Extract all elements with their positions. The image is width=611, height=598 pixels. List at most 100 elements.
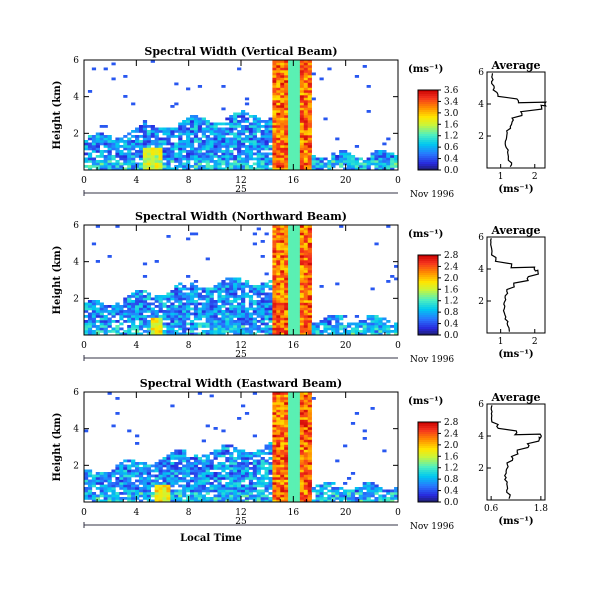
- heatmap-cell: [217, 327, 222, 331]
- heatmap-cell: [99, 474, 104, 478]
- heatmap-cell: [292, 145, 297, 148]
- heatmap-cell: [295, 80, 301, 83]
- heatmap-cell: [276, 412, 281, 415]
- heatmap-cell: [252, 127, 257, 131]
- heatmap-cell: [182, 489, 187, 493]
- heatmap-cell: [272, 422, 277, 425]
- heatmap-cell: [272, 60, 277, 63]
- heatmap-cell: [186, 297, 191, 301]
- heatmap-cell: [213, 315, 218, 318]
- heatmap-cell: [186, 317, 191, 321]
- heatmap-cell: [221, 305, 226, 308]
- heatmap-cell: [292, 397, 297, 400]
- heatmap-cell: [201, 484, 206, 488]
- heatmap-cell: [209, 295, 214, 298]
- heatmap-cell: [244, 327, 250, 331]
- colorbar-label: 3.0: [444, 109, 459, 119]
- heatmap-cell: [193, 462, 199, 465]
- heatmap-cell: [358, 330, 363, 333]
- heatmap-cell: [138, 167, 144, 171]
- heatmap-cell: [170, 472, 175, 475]
- heatmap-cell: [295, 402, 301, 405]
- heatmap-cell: [95, 312, 100, 316]
- heatmap-cell: [303, 404, 309, 408]
- heatmap-cell: [131, 497, 136, 500]
- heatmap-cell: [295, 417, 301, 420]
- heatmap-cell: [241, 110, 246, 113]
- heatmap-cell: [111, 165, 116, 168]
- heatmap-cell: [327, 165, 332, 168]
- heatmap-cell: [115, 320, 120, 323]
- heatmap-cell: [205, 140, 210, 143]
- heatmap-cell: [115, 327, 120, 331]
- heatmap-cell: [170, 105, 175, 108]
- heatmap-cell: [299, 72, 305, 76]
- heatmap-cell: [295, 257, 301, 261]
- heatmap-cell: [260, 145, 265, 148]
- heatmap-cell: [229, 157, 234, 161]
- heatmap-cell: [284, 97, 289, 101]
- heatmap-cell: [303, 90, 309, 93]
- heatmap-cell: [276, 155, 281, 158]
- colorbar-segment: [418, 136, 438, 139]
- heatmap-cell: [197, 162, 203, 166]
- heatmap-cell: [292, 232, 297, 236]
- heatmap-cell: [217, 157, 222, 161]
- heatmap-cell: [272, 127, 277, 131]
- heatmap-cell: [299, 262, 305, 266]
- heatmap-cell: [166, 167, 171, 171]
- profile-y-label: 6: [478, 233, 484, 243]
- heatmap-cell: [84, 474, 89, 478]
- heatmap-cell: [225, 160, 230, 163]
- heatmap-cell: [178, 327, 183, 331]
- heatmap-cell: [284, 317, 289, 321]
- heatmap-cell: [295, 155, 301, 158]
- heatmap-cell: [170, 469, 175, 473]
- heatmap-cell: [166, 489, 171, 493]
- heatmap-cell: [280, 320, 285, 323]
- heatmap-cell: [107, 474, 112, 478]
- colorbar-segment: [418, 160, 438, 163]
- heatmap-cell: [213, 137, 218, 141]
- heatmap-cell: [307, 272, 312, 276]
- heatmap-cell: [292, 277, 297, 281]
- heatmap-cell: [158, 332, 163, 336]
- heatmap-cell: [189, 477, 195, 480]
- heatmap-cell: [292, 270, 297, 273]
- heatmap-cell: [107, 140, 112, 143]
- heatmap-cell: [138, 332, 144, 336]
- heatmap-cell: [123, 147, 128, 151]
- heatmap-cell: [288, 457, 293, 460]
- heatmap-cell: [221, 332, 226, 336]
- heatmap-cell: [95, 142, 100, 146]
- heatmap-cell: [229, 282, 234, 286]
- heatmap-cell: [115, 467, 120, 470]
- heatmap-cell: [386, 499, 391, 503]
- heatmap-cell: [276, 282, 281, 286]
- heatmap-cell: [252, 302, 257, 306]
- heatmap-cell: [295, 247, 301, 251]
- heatmap-cell: [252, 459, 257, 463]
- heatmap-cell: [221, 145, 226, 148]
- heatmap-cell: [174, 489, 179, 493]
- heatmap-cell: [299, 282, 305, 286]
- heatmap-cell: [299, 155, 305, 158]
- heatmap-cell: [327, 315, 332, 318]
- heatmap-cell: [138, 127, 144, 131]
- heatmap-cell: [280, 330, 285, 333]
- heatmap-cell: [178, 469, 183, 473]
- heatmap-cell: [276, 474, 281, 478]
- heatmap-cell: [237, 330, 242, 333]
- heatmap-cell: [127, 479, 132, 483]
- heatmap-cell: [272, 235, 277, 238]
- heatmap-cell: [292, 462, 297, 465]
- heatmap-field: [84, 392, 399, 503]
- heatmap-cell: [87, 489, 93, 493]
- heatmap-cell: [288, 327, 293, 331]
- colorbar-segment: [418, 150, 438, 153]
- heatmap-cell: [256, 160, 261, 163]
- heatmap-cell: [256, 462, 261, 465]
- heatmap-cell: [193, 489, 199, 493]
- heatmap-cell: [323, 322, 328, 326]
- heatmap-cell: [323, 482, 328, 485]
